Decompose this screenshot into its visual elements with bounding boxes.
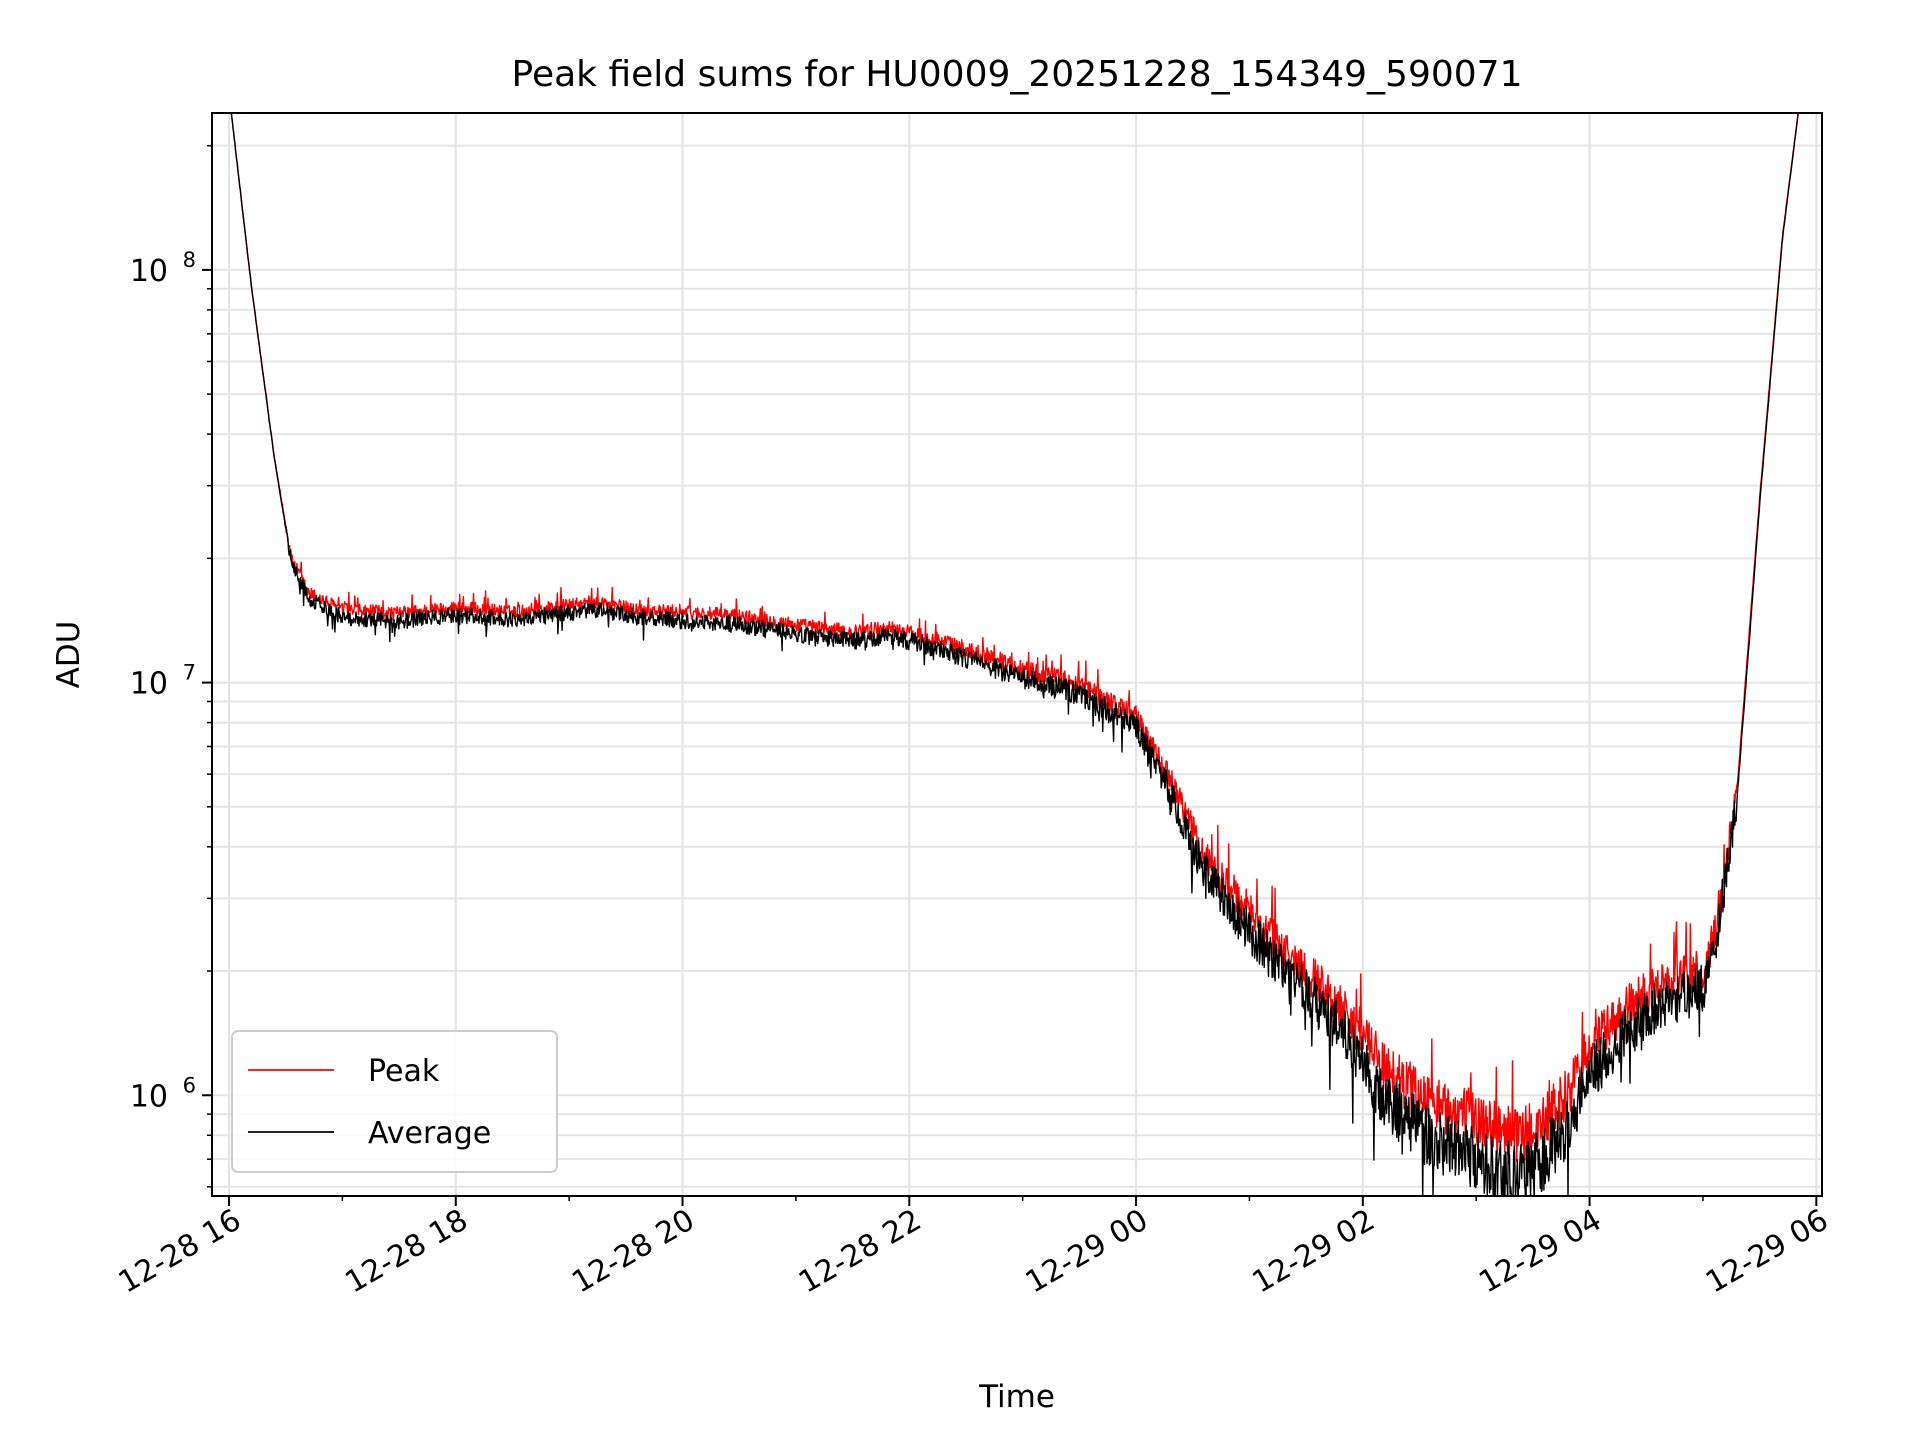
y-axis-label: ADU [51, 621, 87, 689]
y-tick-exponent: 8 [183, 248, 196, 272]
y-tick-exponent: 7 [183, 661, 196, 685]
chart-legend: Peak Average [231, 1030, 558, 1173]
legend-label-peak: Peak [368, 1054, 440, 1089]
legend-label-average: Average [368, 1116, 491, 1151]
y-tick-label: 10 8 [130, 248, 196, 289]
legend-box [231, 1030, 558, 1173]
y-tick-base: 10 [130, 254, 168, 289]
y-tick-base: 10 [130, 1079, 168, 1114]
y-tick-base: 10 [130, 667, 168, 702]
plot-frame [211, 112, 1823, 1197]
chart-title: Peak field sums for HU0009_20251228_1543… [512, 54, 1523, 95]
series-line-peak [230, 113, 1799, 1163]
y-tick-label: 10 7 [130, 661, 196, 702]
plot-series-group [230, 113, 1799, 1196]
y-tick-label: 10 6 [130, 1073, 196, 1114]
x-axis-label: Time [978, 1379, 1055, 1415]
y-tick-exponent: 6 [183, 1073, 196, 1097]
series-line-average [230, 113, 1799, 1196]
